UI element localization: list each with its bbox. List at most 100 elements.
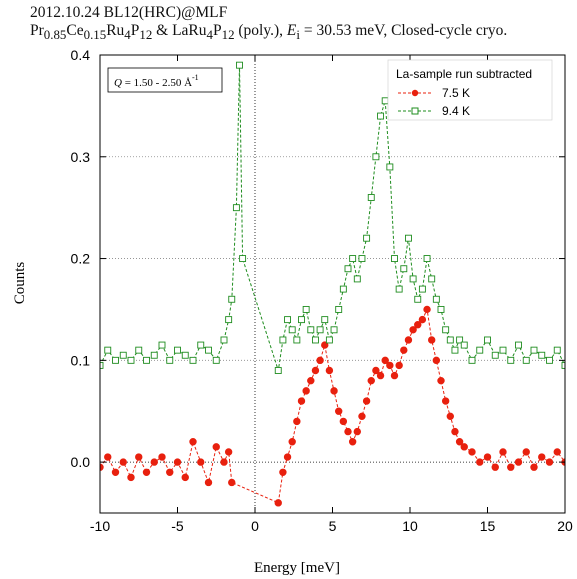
legend-title: La-sample run subtracted bbox=[396, 67, 532, 81]
data-point bbox=[212, 443, 220, 451]
data-point bbox=[476, 346, 484, 354]
data-point bbox=[236, 61, 243, 69]
data-point bbox=[197, 341, 205, 349]
data-point bbox=[279, 336, 287, 344]
data-point bbox=[455, 438, 464, 446]
chart-title-line-2: Pr0.85Ce0.15Ru4P12 & LaRu4P12 (poly.), E… bbox=[30, 22, 507, 43]
y-axis-label: Counts bbox=[12, 262, 28, 305]
data-point bbox=[381, 356, 389, 365]
data-point bbox=[400, 346, 408, 354]
q-annotation: Q = 1.50 - 2.50 Å-1 bbox=[107, 67, 223, 93]
data-point bbox=[127, 356, 135, 364]
data-point bbox=[358, 255, 366, 263]
data-point bbox=[372, 366, 380, 375]
data-point bbox=[476, 458, 484, 466]
data-point bbox=[325, 366, 334, 375]
data-point bbox=[483, 453, 492, 461]
data-point bbox=[530, 463, 538, 471]
q-symbol: Q bbox=[114, 77, 122, 89]
data-point bbox=[428, 336, 436, 344]
title-ru: Ru bbox=[106, 22, 125, 39]
legend-marker bbox=[411, 107, 419, 115]
data-point bbox=[293, 336, 301, 344]
data-point bbox=[491, 351, 499, 359]
data-point bbox=[135, 346, 143, 354]
data-point bbox=[405, 234, 412, 242]
title-and-la: & LaRu bbox=[152, 22, 207, 39]
q-exponent: -1 bbox=[192, 73, 199, 82]
y-tick-label: 0.2 bbox=[71, 251, 91, 267]
data-point bbox=[423, 255, 431, 263]
data-point bbox=[377, 112, 384, 120]
data-point bbox=[274, 367, 282, 374]
title-text-1: 2012.10.24 BL12(HRC)@MLF bbox=[30, 4, 228, 21]
title-rest: = 30.53 meV, Closed-cycle cryo. bbox=[299, 22, 508, 39]
data-point bbox=[363, 234, 371, 242]
data-point bbox=[204, 478, 213, 487]
data-point bbox=[150, 458, 158, 466]
data-point bbox=[311, 366, 320, 375]
title-ru-sub: 4 bbox=[124, 27, 131, 43]
data-point bbox=[409, 326, 417, 334]
data-point bbox=[330, 387, 338, 395]
data-point bbox=[283, 453, 292, 461]
y-tick-label: 0.3 bbox=[71, 149, 91, 165]
title-ce-sub: 0.15 bbox=[83, 27, 107, 43]
data-point bbox=[437, 376, 445, 385]
data-point bbox=[298, 316, 305, 324]
data-point bbox=[344, 265, 352, 273]
title-la-p: P bbox=[212, 22, 222, 39]
data-point bbox=[386, 163, 394, 171]
data-point bbox=[225, 316, 233, 324]
data-point bbox=[376, 371, 385, 380]
title-la-ru-sub: 4 bbox=[206, 27, 213, 43]
data-point bbox=[437, 305, 445, 313]
data-point bbox=[135, 453, 143, 461]
data-point bbox=[390, 371, 399, 380]
data-point bbox=[362, 397, 371, 405]
data-point bbox=[302, 305, 310, 313]
data-point bbox=[456, 336, 464, 344]
data-point bbox=[499, 448, 507, 456]
data-point bbox=[307, 326, 315, 334]
title-p: P bbox=[130, 22, 140, 39]
data-point bbox=[166, 356, 174, 364]
series-red bbox=[100, 305, 565, 507]
data-point bbox=[143, 356, 150, 364]
data-point bbox=[441, 397, 450, 405]
data-point bbox=[349, 255, 357, 263]
data-point bbox=[312, 336, 319, 344]
data-point bbox=[522, 448, 530, 456]
data-point bbox=[381, 97, 389, 105]
series-green bbox=[100, 61, 565, 374]
data-point bbox=[316, 326, 324, 334]
data-point bbox=[279, 468, 287, 476]
data-point bbox=[288, 326, 296, 334]
data-point bbox=[491, 463, 499, 471]
data-point bbox=[111, 468, 120, 476]
x-tick-label: 10 bbox=[402, 518, 418, 534]
title-p-sub: 12 bbox=[139, 27, 153, 43]
title-poly: (poly.), bbox=[234, 22, 287, 39]
q-annotation-box bbox=[107, 67, 223, 93]
title-la-p-sub: 12 bbox=[221, 27, 235, 43]
data-point bbox=[372, 153, 380, 161]
data-point bbox=[119, 458, 127, 466]
data-point bbox=[339, 285, 347, 293]
data-point bbox=[112, 356, 119, 364]
data-point bbox=[302, 387, 310, 395]
y-tick-label: 0.4 bbox=[71, 47, 91, 63]
data-point bbox=[538, 453, 546, 461]
data-point bbox=[228, 478, 236, 487]
data-point bbox=[432, 356, 441, 365]
data-point bbox=[538, 351, 546, 359]
data-point bbox=[325, 336, 333, 344]
legend-label: 7.5 K bbox=[442, 86, 470, 100]
title-ce: Ce bbox=[66, 22, 84, 39]
x-tick-label: -5 bbox=[171, 518, 184, 534]
ticks-layer: -10 -5 0 5 10 15 20 0.0 0.1 0.2 0.3 0.4 bbox=[71, 47, 573, 534]
legend-label: 9.4 K bbox=[442, 104, 470, 118]
data-point bbox=[335, 305, 343, 313]
legend-marker bbox=[411, 89, 419, 97]
